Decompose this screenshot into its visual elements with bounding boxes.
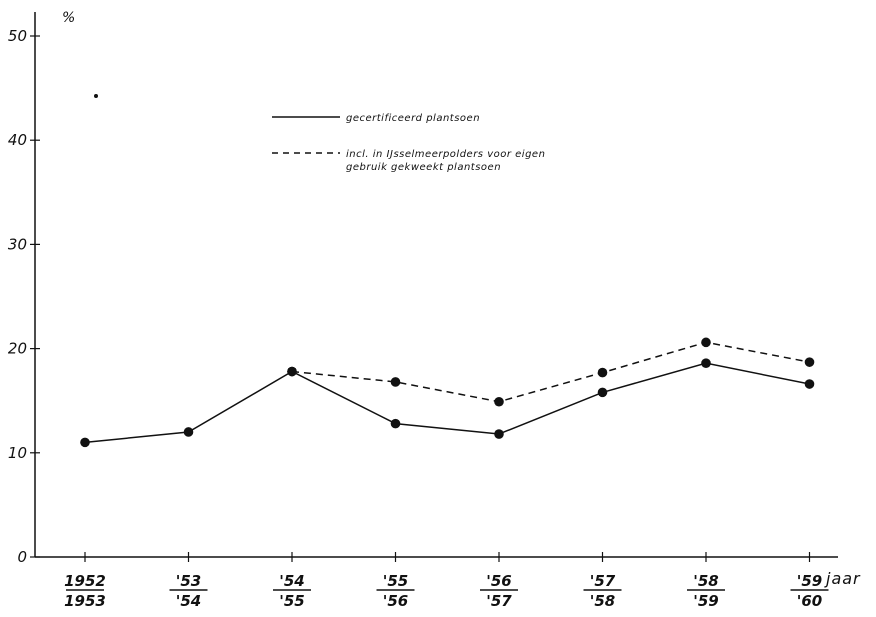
x-tick-label-top: '55 — [383, 572, 408, 590]
x-tick-label-bottom: '60 — [797, 592, 822, 610]
y-axis-unit-label: % — [62, 10, 75, 26]
data-point-certified — [390, 418, 401, 429]
y-tick-label: 30 — [8, 235, 27, 253]
x-tick-label-top: 1952 — [64, 572, 106, 590]
x-axis-label: jaar — [824, 569, 861, 588]
x-tick-label: 1952 1953 — [64, 572, 106, 610]
x-tick-label-top: '53 — [176, 572, 201, 590]
x-tick-label: '53'54 — [169, 572, 208, 610]
legend-label-incl-line2: gebruik gekweekt plantsoen — [346, 162, 501, 173]
data-point-certified — [701, 358, 711, 368]
y-tick-label: 40 — [8, 131, 27, 149]
legend: gecertificeerd plantsoen incl. in IJssel… — [272, 113, 545, 173]
legend-label-certified: gecertificeerd plantsoen — [346, 113, 480, 124]
x-tick-label-top: '54 — [279, 572, 304, 590]
data-point-certified — [287, 366, 297, 377]
x-tick-label-top: '59 — [797, 572, 822, 590]
x-tick-label-bottom: '55 — [279, 592, 304, 610]
stray-dot — [94, 94, 98, 98]
y-tick-label: 0 — [17, 548, 27, 566]
x-tick-label-bottom: '57 — [486, 592, 512, 610]
x-axis-ticks: 19521953'53'54'54'55'55'56'56'57'57'58'5… — [64, 552, 829, 610]
x-tick-label: '57'58 — [583, 572, 622, 610]
chart-axes — [34, 12, 838, 558]
data-point-certified — [183, 427, 194, 437]
x-tick-label-top: '57 — [590, 572, 616, 590]
data-point-incl-polders — [701, 337, 711, 348]
data-point-incl-polders — [390, 377, 401, 387]
data-point-certified — [804, 379, 815, 389]
data-point-incl-polders — [804, 357, 815, 367]
data-point-incl-polders — [597, 367, 608, 378]
data-series — [80, 337, 815, 448]
x-tick-label-bottom: '54 — [176, 592, 201, 610]
x-tick-label-bottom: '59 — [693, 592, 718, 610]
x-tick-label: '54'55 — [273, 572, 311, 610]
data-point-certified — [597, 387, 608, 398]
y-tick-label: 20 — [8, 340, 27, 358]
x-tick-label-bottom: '56 — [383, 592, 408, 610]
y-axis-ticks: 0 10 20 30 40 50 — [8, 27, 40, 566]
series-line-certified — [84, 362, 810, 444]
x-tick-label: '55'56 — [376, 572, 415, 610]
x-tick-label-bottom: 1953 — [64, 592, 106, 610]
data-point-certified — [494, 429, 504, 439]
x-tick-label-top: '58 — [693, 572, 718, 590]
x-tick-label: '58'59 — [687, 572, 725, 610]
legend-label-incl-line1: incl. in IJsselmeerpolders voor eigen — [346, 149, 545, 160]
y-tick-label: 10 — [8, 444, 27, 462]
data-point-certified — [80, 437, 90, 448]
data-point-incl-polders — [494, 396, 504, 407]
x-tick-label-top: '56 — [486, 572, 511, 590]
y-tick-label: 50 — [8, 27, 27, 45]
x-tick-label-bottom: '58 — [590, 592, 615, 610]
x-tick-label: '59'60 — [790, 572, 829, 610]
x-tick-label: '56'57 — [480, 572, 518, 610]
series-line-incl-polders — [291, 341, 810, 403]
